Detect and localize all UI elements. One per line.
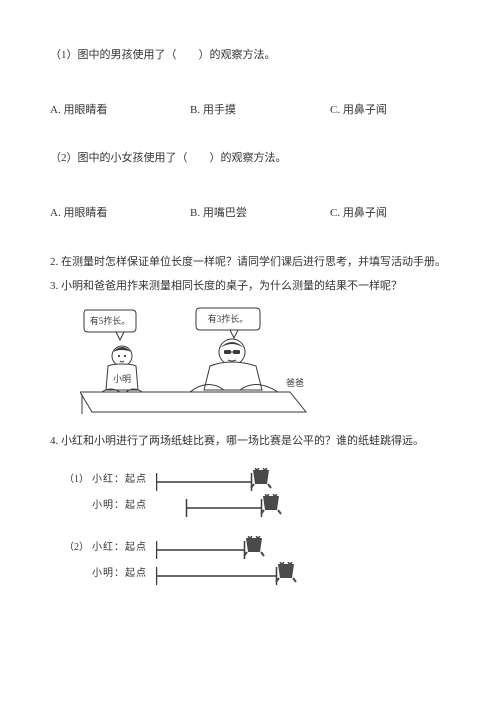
q3-illustration: 有5拃长。 有3拃长。小明 爸爸 xyxy=(80,306,310,416)
race-row-who: 小明：起点 xyxy=(92,497,156,514)
svg-text:小明: 小明 xyxy=(113,374,131,384)
race-row: 小明：起点 xyxy=(64,493,450,519)
race-group-1: （1）小红：起点小明：起点 xyxy=(64,467,450,519)
q2-text: 2. 在测量时怎样保证单位长度一样呢？请同学们课后进行思考，并填写活动手册。 xyxy=(50,253,450,272)
q1b-opt-b: B. 用嘴巴尝 xyxy=(190,204,330,223)
race-row-idx: （2） xyxy=(64,539,92,556)
q1a-options: A. 用眼睛看 B. 用手摸 C. 用鼻子闻 xyxy=(50,101,450,120)
svg-text:有3拃长。: 有3拃长。 xyxy=(208,313,249,324)
race-row: （2）小红：起点 xyxy=(64,535,450,561)
race-row: （1）小红：起点 xyxy=(64,467,450,493)
svg-text:有5拃长。: 有5拃长。 xyxy=(90,315,131,326)
q1b-opt-a: A. 用眼睛看 xyxy=(50,204,190,223)
q1b-opt-c: C. 用鼻子闻 xyxy=(330,204,387,223)
race-track xyxy=(156,494,306,518)
q3-text: 3. 小明和爸爸用拃来测量相同长度的桌子，为什么测量的结果不一样呢？ xyxy=(50,277,450,296)
q1b-prompt: （2）图中的小女孩使用了（ ）的观察方法。 xyxy=(50,149,450,168)
q1a-opt-a: A. 用眼睛看 xyxy=(50,101,190,120)
q1a-opt-b: B. 用手摸 xyxy=(190,101,330,120)
race-group-2: （2）小红：起点小明：起点 xyxy=(64,535,450,587)
q1b-options: A. 用眼睛看 B. 用嘴巴尝 C. 用鼻子闻 xyxy=(50,204,450,223)
q1a-opt-c: C. 用鼻子闻 xyxy=(330,101,387,120)
race-track xyxy=(156,562,306,586)
race-row-who: 小红：起点 xyxy=(92,471,156,488)
q1a-prompt: （1）图中的男孩使用了（ ）的观察方法。 xyxy=(50,46,450,65)
q4-prompt: 4. 小红和小明进行了两场纸蛙比赛，哪一场比赛是公平的？谁的纸蛙跳得远。 xyxy=(50,432,450,451)
svg-text:爸爸: 爸爸 xyxy=(286,377,304,388)
race-track xyxy=(156,536,306,560)
race-row-who: 小红：起点 xyxy=(92,539,156,556)
race-row-who: 小明：起点 xyxy=(92,565,156,582)
race-track xyxy=(156,468,306,492)
race-row: 小明：起点 xyxy=(64,561,450,587)
race-row-idx: （1） xyxy=(64,471,92,488)
